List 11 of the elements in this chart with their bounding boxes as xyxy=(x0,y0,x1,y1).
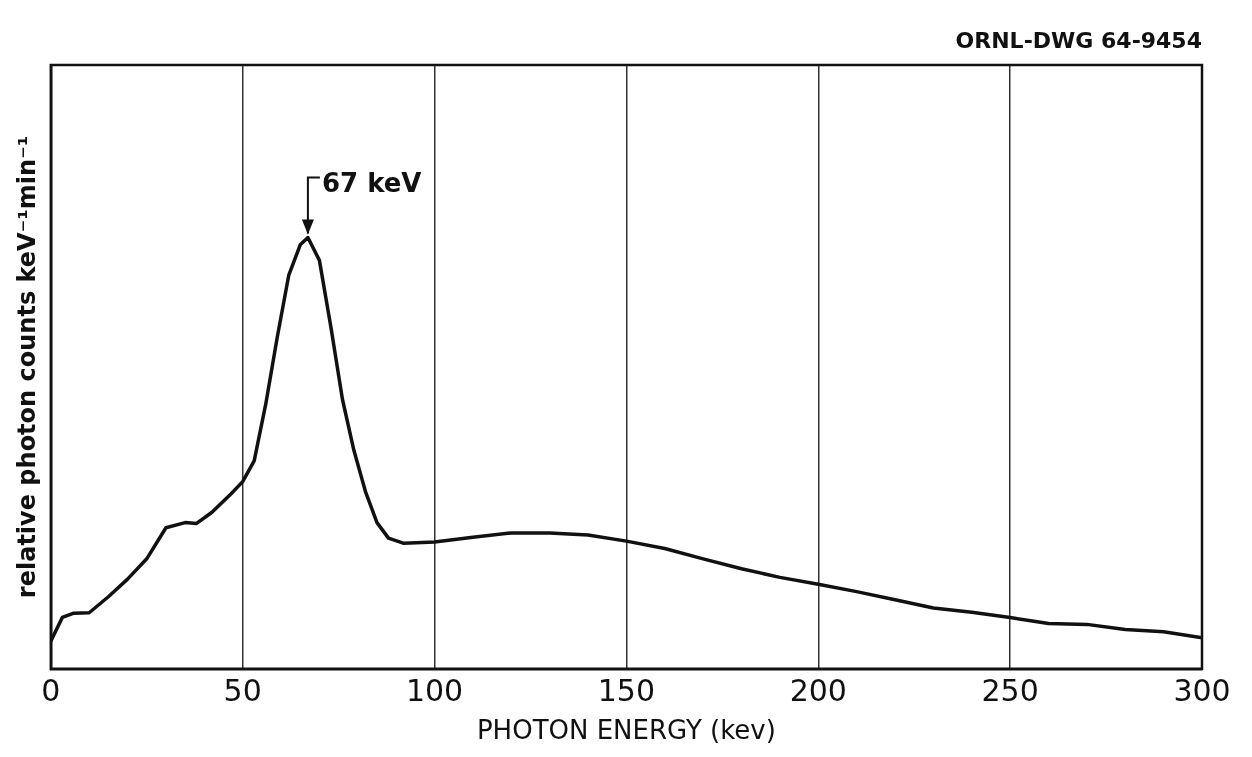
x-tick-label: 100 xyxy=(405,672,464,708)
annotation: 67 keV xyxy=(321,168,422,199)
x-tick-label: 0 xyxy=(41,672,61,708)
x-tick-label: 300 xyxy=(1173,672,1231,708)
x-tick-label: 250 xyxy=(981,672,1039,708)
x-tick-label: 150 xyxy=(597,672,656,708)
x-tick-label: 200 xyxy=(789,672,847,708)
y-axis-title: relative photon counts keV⁻¹min⁻¹ xyxy=(12,135,41,599)
x-tick-label: 50 xyxy=(223,672,262,708)
x-axis-title: PHOTON ENERGY (kev) xyxy=(476,715,776,746)
text: ORNL-DWG 64-9454 xyxy=(955,27,1202,53)
